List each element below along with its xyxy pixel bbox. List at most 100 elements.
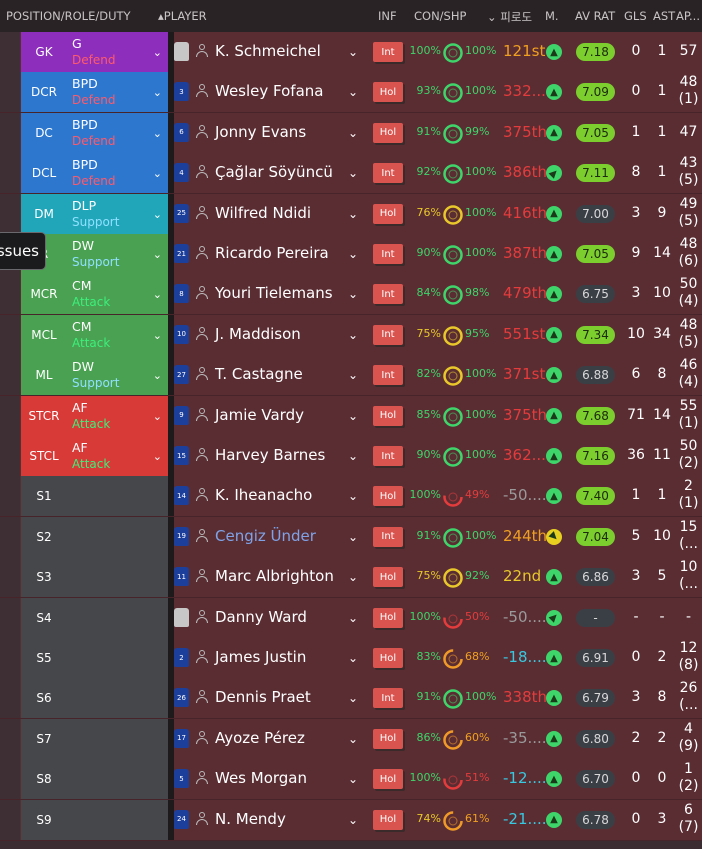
player-name[interactable]: Youri Tielemans	[215, 284, 333, 303]
role-duty-selector[interactable]	[67, 638, 168, 678]
player-name[interactable]: K. Iheanacho	[215, 486, 313, 505]
position-cell[interactable]: S2	[21, 516, 67, 557]
player-name[interactable]: J. Maddison	[215, 324, 301, 343]
player-name[interactable]: Jamie Vardy	[215, 405, 304, 424]
role-duty-selector[interactable]: BPD Defend ⌄	[67, 153, 168, 194]
player-name[interactable]: Ayoze Pérez	[215, 728, 305, 747]
table-row[interactable]: S5 2 James Justin ⌄ Hol 83% 68% -18.....…	[0, 638, 702, 679]
role-duty-selector[interactable]: CM Attack ⌄	[67, 274, 168, 315]
chevron-down-icon[interactable]: ⌄	[152, 328, 162, 342]
table-row[interactable]: DCR BPD Defend ⌄ 3 Wesley Fofana ⌄ Hol 9…	[0, 72, 702, 114]
table-row[interactable]: S1 14 K. Iheanacho ⌄ Hol 100% 49% -50...…	[0, 476, 702, 518]
inf-badge[interactable]: Hol	[373, 648, 403, 668]
table-row[interactable]: S4 Danny Ward ⌄ Hol 100% 50% -50.... ▲ -…	[0, 597, 702, 639]
position-cell[interactable]: DCR	[21, 72, 67, 113]
position-cell[interactable]: S9	[21, 799, 67, 840]
chevron-down-icon[interactable]: ⌄	[348, 651, 359, 665]
position-cell[interactable]: S6	[21, 678, 67, 719]
table-row[interactable]: S8 5 Wes Morgan ⌄ Hol 100% 51% -12..... …	[0, 759, 702, 801]
position-cell[interactable]: STCL	[21, 436, 67, 476]
player-name[interactable]: Wilfred Ndidi	[215, 203, 312, 222]
inf-badge[interactable]: Hol	[373, 405, 403, 426]
role-duty-selector[interactable]: G Defend ⌄	[67, 32, 168, 72]
header-player[interactable]: ▴PLAYER	[158, 9, 207, 23]
header-m[interactable]: M.	[545, 9, 559, 23]
position-cell[interactable]: MCR	[21, 274, 67, 315]
chevron-down-icon[interactable]: ⌄	[152, 248, 162, 261]
chevron-down-icon[interactable]: ⌄	[348, 529, 359, 544]
inf-badge[interactable]: Hol	[373, 769, 403, 790]
chevron-down-icon[interactable]: ⌄	[152, 207, 162, 221]
chevron-down-icon[interactable]: ⌄	[348, 45, 359, 59]
chevron-down-icon[interactable]: ⌄	[348, 125, 359, 140]
player-name[interactable]: K. Schmeichel	[215, 42, 321, 60]
inf-badge[interactable]: Hol	[373, 486, 403, 507]
inf-badge[interactable]: Int	[373, 244, 403, 264]
table-row[interactable]: DCL BPD Defend ⌄ 4 Çağlar Söyüncü ⌄ Int …	[0, 153, 702, 195]
table-row[interactable]: ML DW Support ⌄ 27 T. Castagne ⌄ Int 82%…	[0, 355, 702, 397]
chevron-down-icon[interactable]: ⌄	[348, 570, 359, 585]
table-row[interactable]: R DW Support ⌄ 21 Ricardo Pereira ⌄ Int …	[0, 234, 702, 275]
position-cell[interactable]: S1	[21, 476, 67, 517]
table-row[interactable]: S6 26 Dennis Praet ⌄ Int 91% 100% 338th …	[0, 678, 702, 720]
table-row[interactable]: STCL AF Attack ⌄ 15 Harvey Barnes ⌄ Int …	[0, 436, 702, 477]
chevron-down-icon[interactable]: ⌄	[152, 409, 162, 423]
header-ap[interactable]: AP...	[676, 9, 700, 23]
chevron-down-icon[interactable]: ⌄	[152, 46, 162, 59]
player-name[interactable]: Wes Morgan	[215, 769, 308, 788]
role-duty-selector[interactable]: DLP Support ⌄	[67, 193, 168, 234]
position-cell[interactable]: DCL	[21, 153, 67, 194]
inf-badge[interactable]: Hol	[373, 567, 403, 588]
role-duty-selector[interactable]	[67, 759, 168, 800]
chevron-down-icon[interactable]: ⌄	[348, 449, 359, 463]
chevron-down-icon[interactable]: ⌄	[348, 610, 359, 625]
inf-badge[interactable]: Int	[373, 446, 403, 466]
role-duty-selector[interactable]: DW Support ⌄	[67, 355, 168, 396]
table-row[interactable]: S9 24 N. Mendy ⌄ Hol 74% 61% -21..... ▲ …	[0, 799, 702, 841]
chevron-down-icon[interactable]: ⌄	[348, 408, 359, 423]
header-gls[interactable]: GLS	[624, 9, 647, 23]
role-duty-selector[interactable]	[67, 476, 168, 517]
role-duty-selector[interactable]: AF Attack ⌄	[67, 436, 168, 476]
role-duty-selector[interactable]: BPD Defend ⌄	[67, 112, 168, 153]
player-name[interactable]: Dennis Praet	[215, 688, 311, 707]
chevron-down-icon[interactable]: ⌄	[152, 450, 162, 463]
player-name[interactable]: N. Mendy	[215, 809, 286, 828]
chevron-down-icon[interactable]: ⌄	[348, 206, 359, 221]
table-row[interactable]: GK G Defend ⌄ K. Schmeichel ⌄ Int 100% 1…	[0, 32, 702, 73]
position-cell[interactable]: MCL	[21, 314, 67, 355]
player-name[interactable]: T. Castagne	[215, 365, 303, 384]
player-name[interactable]: Ricardo Pereira	[215, 244, 329, 262]
player-name[interactable]: Çağlar Söyüncü	[215, 163, 333, 182]
table-row[interactable]: STCR AF Attack ⌄ 9 Jamie Vardy ⌄ Hol 85%…	[0, 395, 702, 437]
chevron-down-icon[interactable]: ⌄	[348, 247, 359, 261]
inf-badge[interactable]: Int	[373, 163, 403, 184]
chevron-down-icon[interactable]: ⌄	[348, 489, 359, 504]
table-row[interactable]: DC BPD Defend ⌄ 6 Jonny Evans ⌄ Hol 91% …	[0, 112, 702, 154]
inf-badge[interactable]: Int	[373, 526, 403, 547]
inf-badge[interactable]: Int	[373, 324, 403, 345]
player-name[interactable]: Marc Albrighton	[215, 567, 334, 586]
chevron-down-icon[interactable]: ⌄	[348, 691, 359, 706]
inf-badge[interactable]: Hol	[373, 607, 403, 628]
position-cell[interactable]: S8	[21, 759, 67, 800]
header-position[interactable]: POSITION/ROLE/DUTY	[6, 9, 131, 23]
chevron-down-icon[interactable]: ⌄	[348, 166, 359, 181]
chevron-down-icon[interactable]: ⌄	[348, 731, 359, 746]
role-duty-selector[interactable]	[67, 597, 168, 638]
role-duty-selector[interactable]	[67, 557, 168, 598]
inf-badge[interactable]: Hol	[373, 728, 403, 749]
position-cell[interactable]: S5	[21, 638, 67, 678]
role-duty-selector[interactable]: CM Attack ⌄	[67, 314, 168, 355]
role-duty-selector[interactable]	[67, 718, 168, 759]
role-duty-selector[interactable]	[67, 678, 168, 719]
inf-badge[interactable]: Hol	[373, 122, 403, 143]
chevron-down-icon[interactable]: ⌄	[348, 85, 359, 100]
position-cell[interactable]: ML	[21, 355, 67, 396]
table-row[interactable]: MCR CM Attack ⌄ 8 Youri Tielemans ⌄ Int …	[0, 274, 702, 316]
player-name[interactable]: Wesley Fofana	[215, 82, 324, 101]
position-cell[interactable]: S3	[21, 557, 67, 598]
chevron-down-icon[interactable]: ⌄	[152, 167, 162, 181]
inf-badge[interactable]: Hol	[373, 82, 403, 103]
position-cell[interactable]: GK	[21, 32, 67, 72]
